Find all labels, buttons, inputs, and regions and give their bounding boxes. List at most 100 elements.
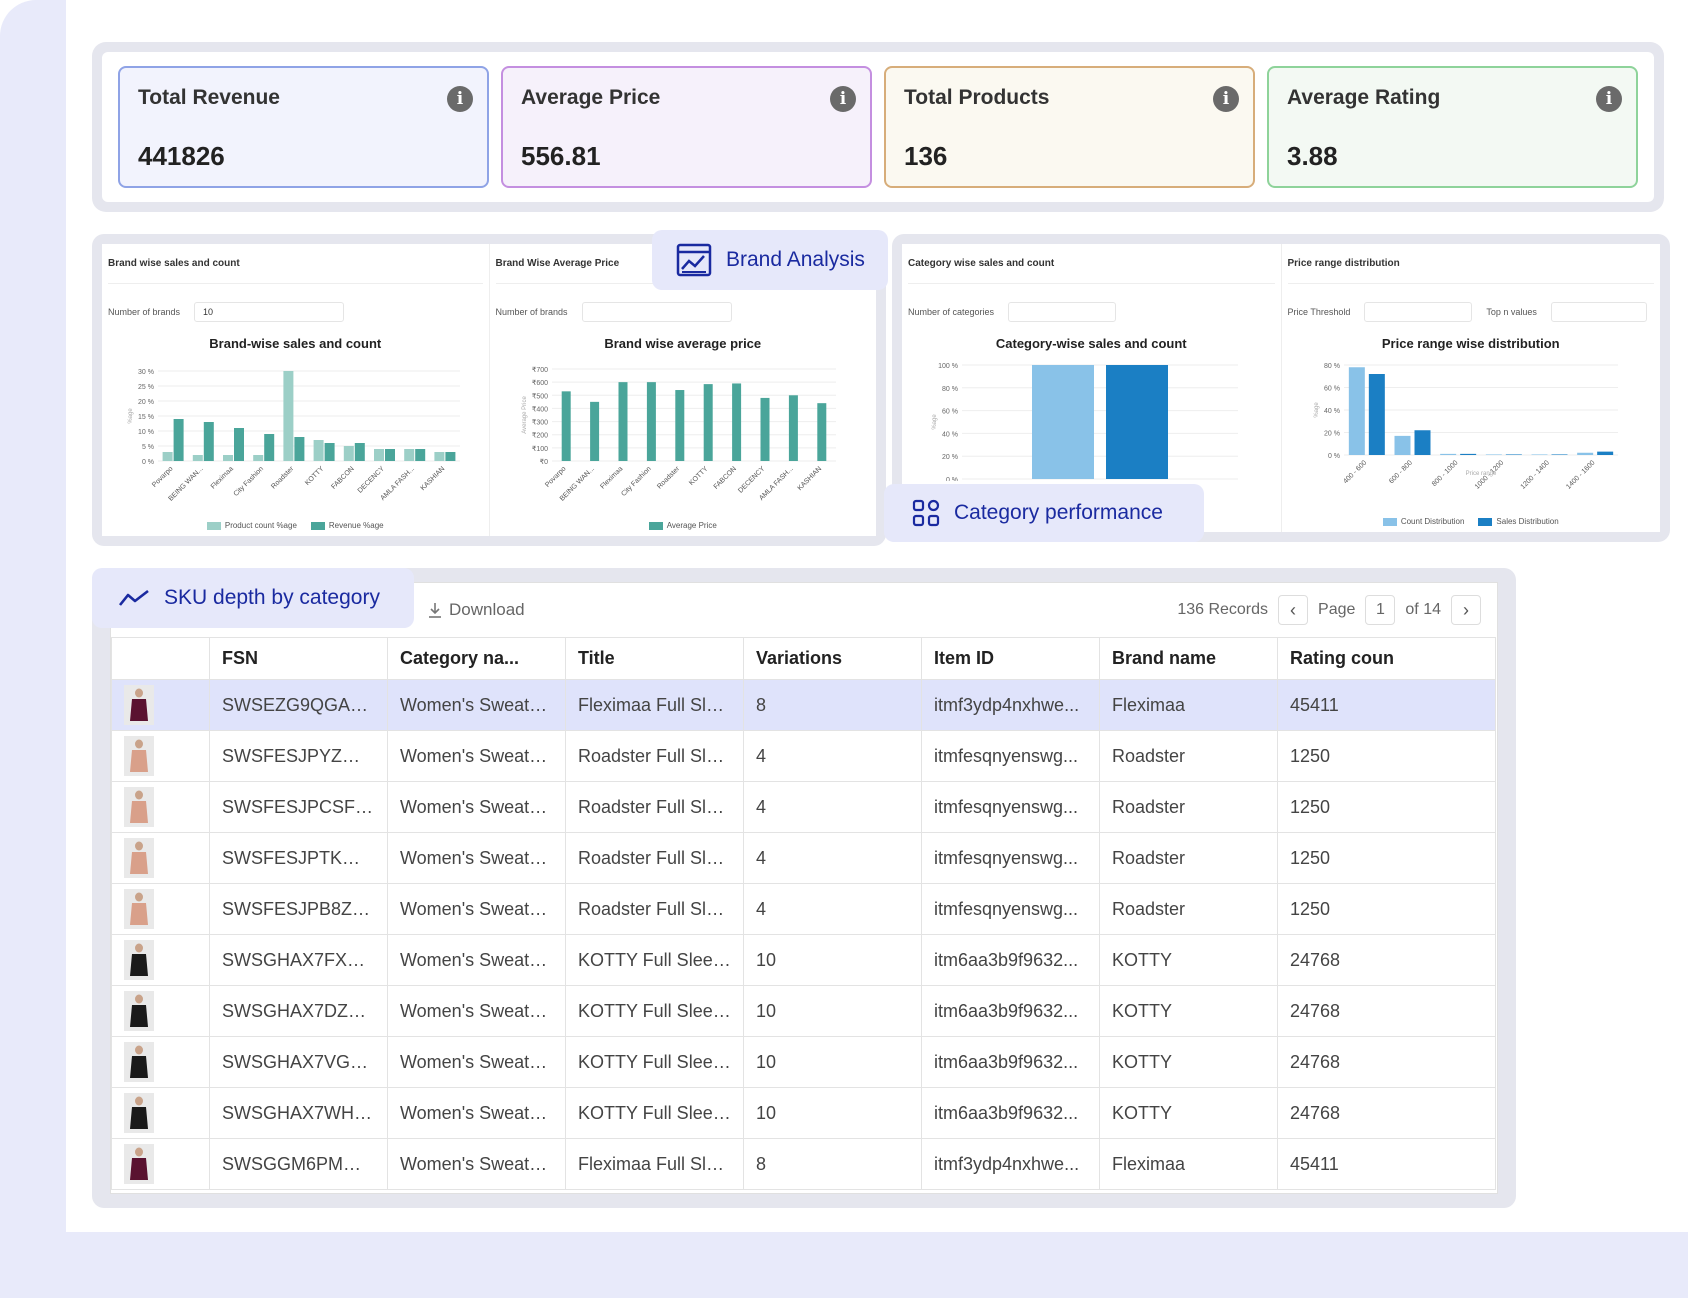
kpi-label: Average Price: [521, 86, 661, 109]
table-row[interactable]: SWSFESJPTKM5U... Women's Sweats... Roadste…: [111, 832, 1496, 884]
info-icon[interactable]: i: [1596, 86, 1622, 112]
chart-legend: Average Price: [490, 521, 877, 530]
cell-rating: 1250: [1277, 883, 1496, 935]
bar: [731, 383, 741, 461]
bar: [385, 449, 395, 461]
x-tick-label: City Fashion: [233, 465, 266, 498]
badge-label: Brand Analysis: [726, 248, 865, 271]
top-n-values-input[interactable]: [1550, 302, 1647, 322]
price-threshold-input[interactable]: [1364, 302, 1473, 322]
y-tick-label: 40 %: [942, 431, 958, 438]
x-tick-label: 800 - 1000: [1430, 459, 1459, 488]
x-tick-label: Roadster: [270, 465, 296, 491]
table-row[interactable]: SWSGHAX7VGH9... Women's Sweats... KOTTY Fu…: [111, 1036, 1496, 1088]
column-header-image[interactable]: [111, 637, 210, 680]
cell-item-id: itmfesqnyenswg...: [921, 883, 1100, 935]
bar: [1439, 453, 1456, 455]
table-row[interactable]: SWSGHAX7WHH8... Women's Sweats... KOTTY Fu…: [111, 1087, 1496, 1139]
x-tick-label: Fleximaa: [599, 465, 624, 490]
product-thumbnail: [124, 940, 154, 980]
x-tick-label: KOTTY: [304, 465, 326, 487]
kpi-card-total-revenue: Total Revenue i 441826: [118, 66, 489, 188]
cell-category: Women's Sweats...: [387, 1087, 566, 1139]
cell-title: Roadster Full Slee...: [565, 832, 744, 884]
column-header-fsn[interactable]: FSN: [209, 637, 388, 680]
product-thumbnail-cell: [111, 832, 210, 884]
cell-category: Women's Sweats...: [387, 1036, 566, 1088]
x-tick-label: KASHIAN: [420, 465, 447, 492]
y-axis-label: %age: [128, 408, 134, 424]
number-of-brands-input[interactable]: [581, 302, 732, 322]
table-row[interactable]: SWSEZG9QGAFNX... Women's Sweats... Flexima…: [111, 679, 1496, 731]
column-header-rating-count[interactable]: Rating coun: [1277, 637, 1496, 680]
brand-sales-count-chart-card: Brand wise sales and count Number of bra…: [102, 244, 490, 536]
cell-category: Women's Sweats...: [387, 832, 566, 884]
y-tick-label: 0 %: [142, 459, 154, 466]
next-page-button[interactable]: ›: [1451, 595, 1481, 625]
bar: [283, 371, 294, 461]
cell-fsn: SWSGHAX7WHH8...: [209, 1087, 388, 1139]
cell-item-id: itm6aa3b9f9632...: [921, 934, 1100, 986]
y-tick-label: 25 %: [138, 384, 154, 391]
column-header-item-id[interactable]: Item ID: [921, 637, 1100, 680]
y-tick-label: 15 %: [138, 414, 154, 421]
x-tick-label: City Fashion: [620, 465, 653, 498]
number-of-categories-input[interactable]: [1008, 302, 1117, 322]
table-row[interactable]: SWSFESJPYZW5M... Women's Sweats... Roadste…: [111, 730, 1496, 782]
cell-fsn: SWSEZG9QGAFNX...: [209, 679, 388, 731]
info-icon[interactable]: i: [1213, 86, 1239, 112]
y-tick-label: 80 %: [1324, 363, 1340, 370]
info-icon[interactable]: i: [830, 86, 856, 112]
category-sales-count-chart: 0 % 20 % 40 % 60 % 80 % 100 % %age: [932, 363, 1238, 481]
chevron-right-icon: ›: [1463, 599, 1469, 620]
cell-title: Roadster Full Slee...: [565, 883, 744, 935]
cell-title: Fleximaa Full Slee...: [565, 679, 744, 731]
chart-card-title: Category wise sales and count: [908, 254, 1275, 284]
bar: [1414, 430, 1430, 455]
bar: [674, 390, 684, 461]
table-row[interactable]: SWSGGM6PMWC... Women's Sweats... Fleximaa …: [111, 1138, 1496, 1190]
chart-card-title: Price range distribution: [1287, 254, 1654, 284]
info-icon[interactable]: i: [447, 86, 473, 112]
cell-title: KOTTY Full Sleeve ...: [565, 1036, 744, 1088]
cell-category: Women's Sweats...: [387, 1138, 566, 1190]
bar: [1505, 454, 1522, 455]
column-header-brand[interactable]: Brand name: [1099, 637, 1278, 680]
table-row[interactable]: SWSFESJPB8ZSAN... Women's Sweats... Roadst…: [111, 883, 1496, 935]
y-tick-label: ₹0: [539, 458, 547, 466]
y-tick-label: 80 %: [942, 386, 958, 393]
download-icon: [429, 603, 441, 618]
cell-fsn: SWSGGM6PMWC...: [209, 1138, 388, 1190]
product-thumbnail-cell: [111, 934, 210, 986]
prev-page-button[interactable]: ‹: [1278, 595, 1309, 625]
table-row[interactable]: SWSFESJPCSFBYT... Women's Sweats... Roadst…: [111, 781, 1496, 833]
cell-title: Roadster Full Slee...: [565, 781, 744, 833]
kpi-row: Total Revenue i 441826 Average Price i 5…: [102, 52, 1654, 202]
table-row[interactable]: SWSGHAX7FX4W... Women's Sweats... KOTTY Fu…: [111, 934, 1496, 986]
product-thumbnail-cell: [111, 781, 210, 833]
table-row[interactable]: SWSGHAX7DZUFB... Women's Sweats... KOTTY F…: [111, 985, 1496, 1037]
kpi-value: 3.88: [1287, 141, 1338, 171]
brand-analysis-badge[interactable]: Brand Analysis: [652, 230, 888, 290]
bar: [1485, 454, 1502, 455]
x-tick-label: FABCON: [712, 465, 737, 490]
page-number-input[interactable]: 1: [1365, 595, 1396, 625]
category-performance-badge[interactable]: Category performance: [884, 484, 1204, 542]
cell-variations: 10: [743, 1087, 922, 1139]
legend-item: Average Price: [648, 521, 717, 530]
column-header-title[interactable]: Title: [565, 637, 744, 680]
column-header-variations[interactable]: Variations: [743, 637, 922, 680]
number-of-brands-input[interactable]: 10: [194, 302, 345, 322]
kpi-card-average-price: Average Price i 556.81: [501, 66, 872, 188]
cell-category: Women's Sweats...: [387, 883, 566, 935]
x-axis-label: Price range: [1465, 471, 1496, 477]
column-header-category[interactable]: Category na...: [387, 637, 566, 680]
y-tick-label: ₹200: [531, 432, 547, 440]
chart-heading: Brand wise average price: [604, 336, 762, 351]
download-button[interactable]: Download: [427, 600, 525, 620]
bar: [374, 449, 384, 461]
sku-depth-badge[interactable]: SKU depth by category: [92, 568, 414, 628]
bar: [253, 455, 264, 461]
bar: [646, 382, 656, 461]
bar: [324, 443, 335, 461]
